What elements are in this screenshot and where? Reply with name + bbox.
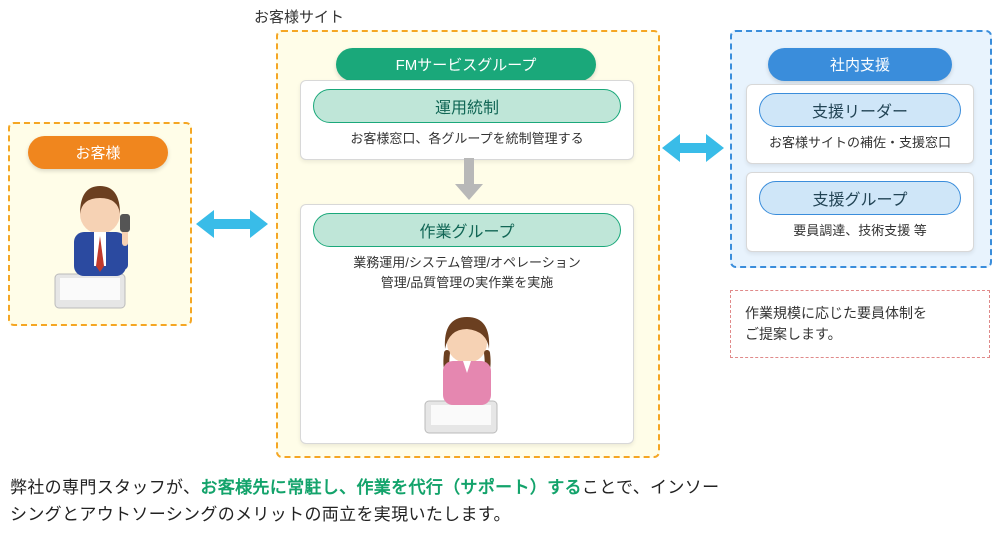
summary-text: 弊社の専門スタッフが、お客様先に常駐し、作業を代行（サポート）することで、インソ…: [10, 474, 990, 528]
arrow-site-internal: [662, 134, 724, 162]
diagram-canvas: お客様サイト お客様 FMサービスグループ 運用統制 お客様窓口、各グループを統…: [0, 0, 1000, 533]
arrow-customer-site: [196, 210, 268, 238]
support-group-desc: 要員調達、技術支援 等: [747, 219, 973, 251]
note-line1: 作業規模に応じた要員体制を: [745, 305, 927, 321]
summary-pre: 弊社の専門スタッフが、: [10, 478, 200, 497]
arrow-ops-to-work: [455, 158, 483, 200]
worker-illustration: [407, 309, 527, 437]
summary-highlight: お客様先に常駐し、作業を代行（サポート）する: [200, 478, 581, 497]
customer-pill: お客様: [28, 136, 168, 169]
support-group-title: 支援グループ: [759, 181, 961, 215]
summary-post1: ことで、インソー: [582, 478, 720, 497]
work-desc-line1: 業務運用/システム管理/オペレーション: [353, 255, 581, 270]
proposal-note: 作業規模に応じた要員体制を ご提案します。: [730, 290, 990, 358]
leader-card: 支援リーダー お客様サイトの補佐・支援窓口: [746, 84, 974, 164]
internal-pill: 社内支援: [768, 48, 952, 81]
work-desc-line2: 管理/品質管理の実作業を実施: [381, 275, 554, 290]
customer-illustration: [40, 174, 160, 314]
work-card: 作業グループ 業務運用/システム管理/オペレーション 管理/品質管理の実作業を実…: [300, 204, 634, 444]
fm-service-pill: FMサービスグループ: [336, 48, 596, 81]
summary-post2: シングとアウトソーシングのメリットの両立を実現いたします。: [10, 505, 511, 524]
work-desc: 業務運用/システム管理/オペレーション 管理/品質管理の実作業を実施: [301, 251, 633, 302]
work-title: 作業グループ: [313, 213, 621, 247]
leader-desc: お客様サイトの補佐・支援窓口: [747, 131, 973, 163]
ops-card: 運用統制 お客様窓口、各グループを統制管理する: [300, 80, 634, 160]
support-group-card: 支援グループ 要員調達、技術支援 等: [746, 172, 974, 252]
site-label: お客様サイト: [254, 6, 344, 27]
ops-desc: お客様窓口、各グループを統制管理する: [301, 127, 633, 159]
ops-title: 運用統制: [313, 89, 621, 123]
note-line2: ご提案します。: [745, 326, 842, 342]
leader-title: 支援リーダー: [759, 93, 961, 127]
